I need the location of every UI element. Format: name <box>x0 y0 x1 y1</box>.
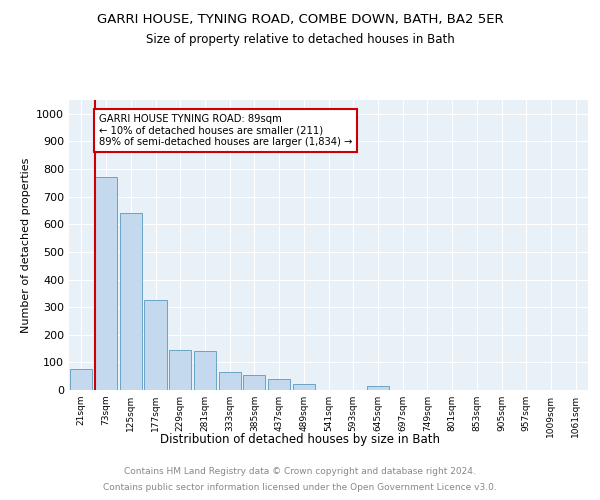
Text: Contains public sector information licensed under the Open Government Licence v3: Contains public sector information licen… <box>103 484 497 492</box>
Bar <box>367 386 389 390</box>
Text: Size of property relative to detached houses in Bath: Size of property relative to detached ho… <box>146 32 454 46</box>
Text: Contains HM Land Registry data © Crown copyright and database right 2024.: Contains HM Land Registry data © Crown c… <box>124 468 476 476</box>
Text: GARRI HOUSE TYNING ROAD: 89sqm
← 10% of detached houses are smaller (211)
89% of: GARRI HOUSE TYNING ROAD: 89sqm ← 10% of … <box>98 114 352 147</box>
Text: GARRI HOUSE, TYNING ROAD, COMBE DOWN, BATH, BA2 5ER: GARRI HOUSE, TYNING ROAD, COMBE DOWN, BA… <box>97 12 503 26</box>
Bar <box>169 350 191 390</box>
Bar <box>243 375 265 390</box>
Bar <box>293 384 315 390</box>
Y-axis label: Number of detached properties: Number of detached properties <box>20 158 31 332</box>
Bar <box>145 300 167 390</box>
Bar <box>218 372 241 390</box>
Bar <box>194 352 216 390</box>
Bar <box>119 213 142 390</box>
Bar <box>268 379 290 390</box>
Bar <box>70 370 92 390</box>
Bar <box>95 178 117 390</box>
Text: Distribution of detached houses by size in Bath: Distribution of detached houses by size … <box>160 432 440 446</box>
